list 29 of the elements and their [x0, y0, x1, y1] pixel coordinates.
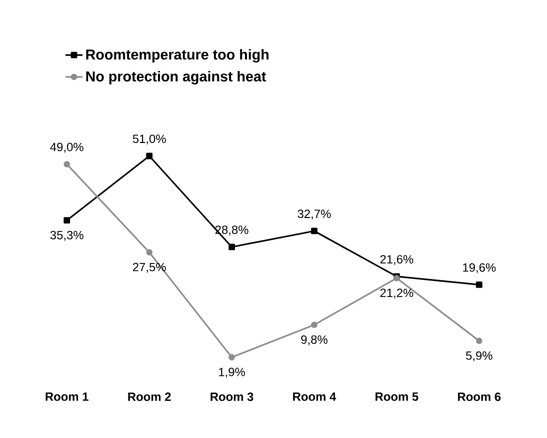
x-tick-label: Room 6 [458, 392, 501, 401]
data-label: 32,7% [298, 210, 331, 220]
data-label: 27,5% [132, 262, 166, 273]
data-label: 51,0% [132, 134, 166, 144]
x-tick-label: Room 3 [210, 392, 254, 402]
x-tick-label: Room 4 [293, 392, 336, 401]
point [146, 152, 153, 160]
point [64, 161, 70, 168]
x-tick-label: Room 2 [128, 392, 171, 401]
point [64, 217, 70, 224]
data-label: 1,9% [219, 368, 245, 378]
point [476, 281, 482, 288]
data-label: 5,9% [466, 351, 492, 362]
legend-label: No protection against heat [86, 70, 266, 84]
data-label: 21,2% [380, 288, 414, 299]
point [228, 244, 235, 250]
point [476, 338, 482, 344]
point [146, 249, 153, 256]
data-label: 9,8% [301, 335, 328, 346]
data-label: 19,6% [463, 263, 496, 274]
x-tick-label: Room 1 [46, 392, 88, 401]
x-tick-label: Room 5 [376, 392, 418, 401]
data-label: 49,0% [50, 142, 84, 153]
data-label: 21,6% [380, 255, 414, 265]
point [228, 354, 235, 360]
point [311, 228, 318, 234]
data-label: 35,3% [50, 230, 84, 241]
point [311, 322, 318, 328]
legend-label: Roomtemperature too high [86, 49, 268, 63]
